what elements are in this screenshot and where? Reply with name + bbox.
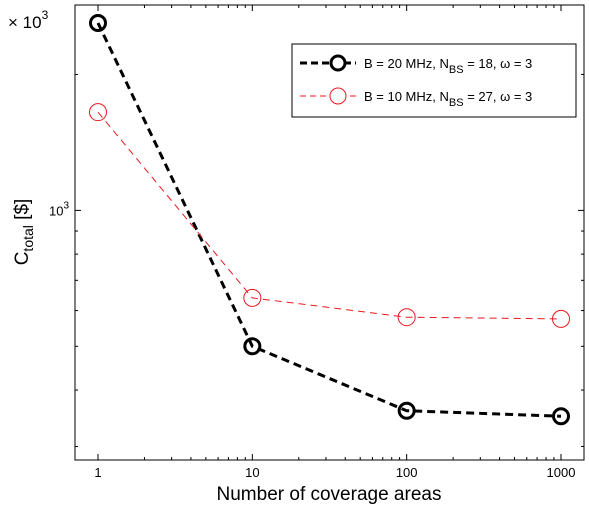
x-tick-label: 1	[94, 465, 101, 480]
x-tick-label: 1000	[547, 465, 576, 480]
plot-area	[74, 4, 585, 461]
series-1-point	[552, 407, 570, 426]
y-tick-label: 103	[49, 200, 69, 218]
series-1-point	[397, 401, 416, 420]
series-2-point	[552, 309, 570, 328]
series-layer	[89, 14, 570, 426]
y-multiplier: × 103	[8, 8, 49, 32]
legend-label-series-2: B = 10 MHz, NBS = 27, ω = 3	[364, 89, 532, 109]
series-1-point	[243, 337, 262, 356]
series-1-line	[96, 22, 562, 418]
series-1-point	[89, 14, 107, 33]
legend-marker-series-2	[329, 87, 347, 105]
x-tick-label: 10	[245, 465, 259, 480]
legend-marker-series-1	[329, 54, 347, 72]
x-axis-label: Number of coverage areas	[217, 484, 442, 505]
legend-box	[291, 43, 577, 118]
y-axis: 103	[49, 73, 584, 447]
series-2-point	[89, 103, 107, 122]
series-2-line	[97, 111, 562, 320]
series-2-point	[243, 288, 262, 307]
legend: B = 20 MHz, NBS = 18, ω = 3 B = 10 MHz, …	[291, 43, 577, 118]
y-axis-label: Ctotal [$]	[12, 199, 36, 266]
x-tick-label: 100	[396, 465, 418, 480]
legend-label-series-1: B = 20 MHz, NBS = 18, ω = 3	[364, 56, 532, 76]
x-axis: 1 10 100 1000	[94, 5, 575, 480]
series-2-point	[397, 308, 416, 327]
